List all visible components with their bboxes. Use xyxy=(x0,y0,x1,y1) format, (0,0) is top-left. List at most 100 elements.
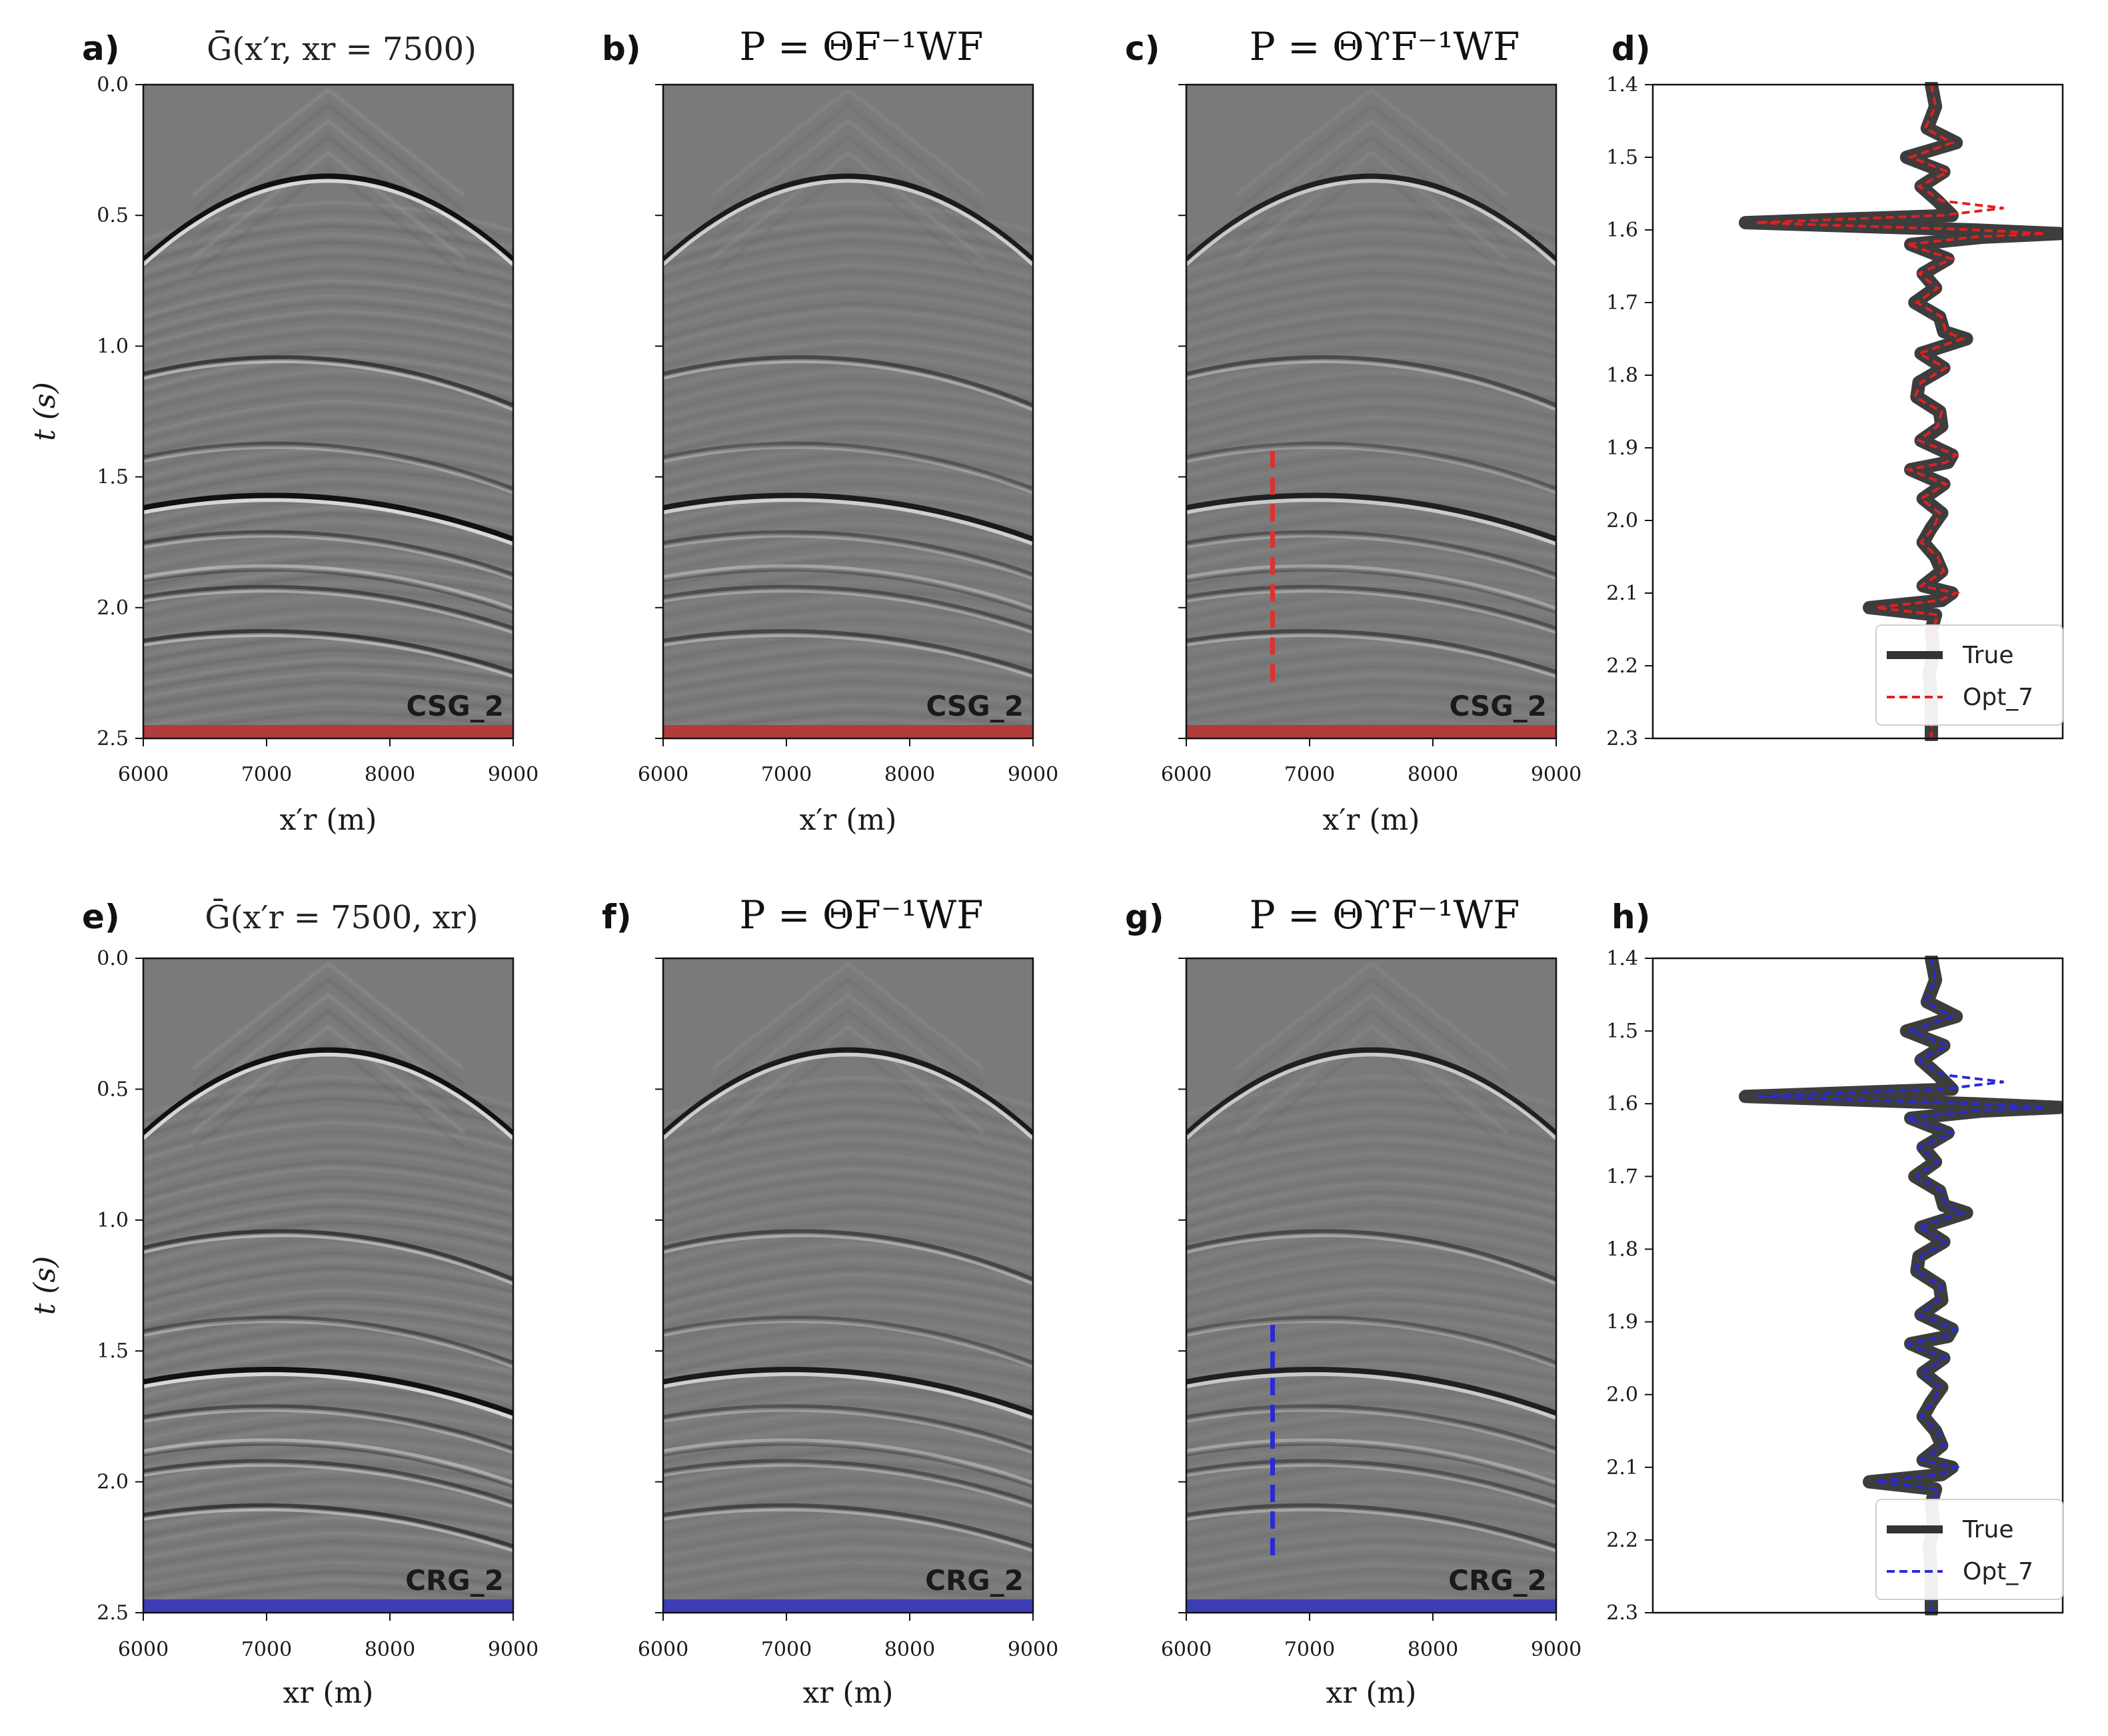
texture-layer-line xyxy=(663,1434,1033,1463)
texture-layer-line xyxy=(663,1267,1033,1302)
texture-layer-line xyxy=(663,378,1033,413)
reflector-event-sidelobe xyxy=(663,498,1033,546)
texture-layer-line xyxy=(1186,1222,1556,1258)
seismic-image xyxy=(143,962,513,1613)
texture-layer-line xyxy=(1186,1546,1556,1573)
gather-badge: CSG_2 xyxy=(1449,690,1547,722)
texture-layer-line xyxy=(663,1409,1033,1440)
texture-layer-line xyxy=(1186,673,1556,700)
texture-layer-line xyxy=(1186,1447,1556,1476)
texture-layer-line xyxy=(143,1439,513,1469)
texture-layer-line xyxy=(143,702,513,727)
direct-wave xyxy=(1235,1041,1508,1149)
texture-layer-line xyxy=(663,606,1033,634)
texture-layer-line xyxy=(143,355,513,391)
texture-layer-line xyxy=(143,648,513,676)
texture-layer-line xyxy=(143,438,513,471)
texture-layer-line xyxy=(143,1571,513,1597)
reflector-event xyxy=(663,492,1033,542)
reflector-event-sidelobe xyxy=(1186,1234,1556,1286)
panel-letter: h) xyxy=(1611,898,1650,936)
texture-layer-line xyxy=(143,558,513,588)
texture-layer-line xyxy=(143,1083,513,1123)
direct-wave xyxy=(1235,135,1508,243)
texture-layer-line xyxy=(663,643,1033,670)
panel-title: P = ΘϒF⁻¹WF xyxy=(1250,892,1520,938)
texture-layer-line xyxy=(1186,376,1556,411)
reflector-event-sidelobe xyxy=(1186,634,1556,678)
texture-layer-line xyxy=(143,460,513,493)
panel-title: P = ΘϒF⁻¹WF xyxy=(1250,24,1520,69)
texture-layer-line xyxy=(663,1123,1033,1162)
texture-layer-line xyxy=(663,1508,1033,1535)
texture-layer-line xyxy=(143,1395,513,1426)
reflector-event xyxy=(1186,1366,1556,1416)
x-tick-label: 6000 xyxy=(118,763,169,786)
texture-layer-line xyxy=(1186,1152,1556,1190)
texture-layer-line xyxy=(1186,325,1556,362)
texture-layer-line xyxy=(1186,1379,1556,1410)
reflector-event-sidelobe xyxy=(143,498,513,546)
texture-layer-line xyxy=(1186,1106,1556,1145)
texture-layer-line xyxy=(1186,1090,1556,1130)
x-tick-label: 6000 xyxy=(638,763,688,786)
texture-layer-line xyxy=(1186,407,1556,441)
texture-layer-line xyxy=(143,1327,513,1360)
reflector-event xyxy=(663,1047,1033,1136)
texture-layer-line xyxy=(663,431,1033,464)
texture-layer-line xyxy=(663,1206,1033,1243)
texture-layer-line xyxy=(1186,1206,1556,1243)
y-axis-label: t (s) xyxy=(28,1256,62,1315)
reflector-event xyxy=(663,1229,1033,1282)
trace-plot xyxy=(1739,956,2063,1615)
reflector-event-sidelobe xyxy=(663,1464,1033,1509)
texture-layer-line xyxy=(663,1221,1033,1257)
texture-layer-line xyxy=(663,446,1033,480)
reflector-event xyxy=(663,530,1033,576)
texture-layer-line xyxy=(143,1160,513,1198)
texture-layer-line xyxy=(663,1403,1033,1434)
texture-layer-line xyxy=(1186,331,1556,367)
texture-layer-line xyxy=(663,612,1033,640)
texture-layer-line xyxy=(143,1540,513,1567)
texture-layer-line xyxy=(143,491,513,522)
texture-layer-line xyxy=(1186,1197,1556,1234)
panel-letter: d) xyxy=(1611,29,1651,68)
texture-layer-line xyxy=(1186,1289,1556,1323)
direct-wave xyxy=(1235,1025,1508,1133)
reflector-event-sidelobe xyxy=(143,1464,513,1509)
texture-layer-line xyxy=(1186,1182,1556,1220)
texture-layer-line xyxy=(663,522,1033,553)
texture-layer-line xyxy=(143,1509,513,1537)
reflector-event xyxy=(1186,584,1556,630)
reflector-event xyxy=(143,584,513,630)
texture-layer-line xyxy=(143,1272,513,1307)
texture-layer-line xyxy=(1186,1250,1556,1285)
texture-layer-line xyxy=(663,573,1033,602)
texture-layer-line xyxy=(663,1115,1033,1154)
texture-layer-line xyxy=(663,1531,1033,1557)
reflector-event xyxy=(143,628,513,674)
axes-frame xyxy=(1185,83,1558,740)
reflector-event xyxy=(663,564,1033,610)
reflector-event-sidelobe xyxy=(143,590,513,634)
texture-layer xyxy=(143,89,513,738)
reflector-event xyxy=(663,1438,1033,1484)
texture-layer-line xyxy=(143,1517,513,1544)
axes-frame xyxy=(1185,957,1558,1614)
x-tick-label: 7000 xyxy=(761,763,812,786)
reflector-event-sidelobe xyxy=(663,1372,1033,1420)
texture-layer-line xyxy=(663,1190,1033,1227)
texture-layer-line xyxy=(143,301,513,339)
y-tick-label: 0.0 xyxy=(97,947,129,970)
texture-layer-line xyxy=(143,596,513,624)
direct-wave xyxy=(712,120,984,228)
reflector-event xyxy=(663,1366,1033,1416)
texture-layer-line xyxy=(1186,272,1556,310)
reflector-event-sidelobe xyxy=(1186,569,1556,614)
texture-layer-line xyxy=(663,696,1033,722)
texture-layer-line xyxy=(143,1182,513,1220)
x-tick-label: 8000 xyxy=(365,1638,415,1661)
panel-letter: g) xyxy=(1125,898,1164,936)
texture-layer-line xyxy=(1186,431,1556,464)
